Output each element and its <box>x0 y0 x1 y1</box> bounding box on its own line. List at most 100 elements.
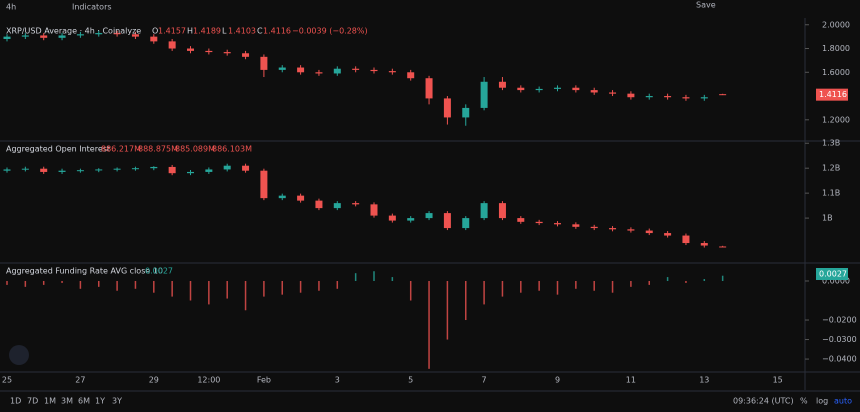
funding-bar <box>483 280 485 305</box>
candle-body <box>333 68 341 74</box>
funding-bar <box>666 277 669 281</box>
legend-key: L <box>222 27 227 36</box>
candle-body <box>150 36 158 42</box>
candle-body <box>535 221 543 224</box>
x-tick-label: 25 <box>2 376 12 385</box>
x-tick-label: 12:00 <box>197 376 220 385</box>
candle-body <box>260 170 268 199</box>
candle-body <box>168 166 176 174</box>
candle-body <box>297 67 305 73</box>
auto-toggle[interactable]: auto <box>834 397 852 406</box>
funding-bar <box>116 280 118 291</box>
range-button[interactable]: 1D <box>10 397 21 406</box>
legend-value: 886.103M <box>212 145 252 154</box>
candle-body <box>131 168 139 170</box>
candle-body <box>260 56 268 70</box>
candle-body <box>113 168 121 170</box>
indicators-button[interactable]: Indicators <box>72 3 112 12</box>
candle-body <box>76 34 84 36</box>
candle-body <box>370 204 378 216</box>
candle-body <box>187 171 194 174</box>
candle-body <box>645 96 653 98</box>
funding-badge <box>816 268 848 280</box>
candle-body <box>242 165 250 171</box>
legend-change: −0.0039 (−0.28%) <box>292 27 368 36</box>
x-tick-label: Feb <box>257 376 271 385</box>
x-tick-label: 15 <box>773 376 783 385</box>
candle-body <box>719 246 727 248</box>
y-tick-label: −0.0200 <box>822 316 857 325</box>
candle-body <box>700 97 708 99</box>
range-button[interactable]: 7D <box>27 397 38 406</box>
candle-body <box>480 203 488 219</box>
funding-bar <box>6 280 8 285</box>
funding-bar <box>465 280 467 321</box>
candle-body <box>278 67 286 70</box>
candle-body <box>682 97 690 99</box>
candle-body <box>407 218 415 221</box>
candle-body <box>95 33 103 35</box>
funding-bar <box>98 280 100 287</box>
funding-bar <box>42 280 45 285</box>
range-button[interactable]: 1Y <box>95 397 105 406</box>
candle-body <box>480 81 488 108</box>
candle-body <box>58 35 66 38</box>
candle-body <box>223 165 231 170</box>
pane-title: Aggregated Open Interest <box>6 145 110 154</box>
legend-value: 888.875M <box>138 145 178 154</box>
funding-bar <box>373 271 375 281</box>
funding-bar <box>281 280 283 295</box>
funding-bar <box>721 275 724 281</box>
candle-body <box>645 230 653 234</box>
legend-value: 886.217M <box>101 145 141 154</box>
range-button[interactable]: 3M <box>61 397 73 406</box>
save-button[interactable]: Save <box>696 1 716 10</box>
candle-body <box>425 213 433 219</box>
candle-body <box>168 41 176 49</box>
funding-bar <box>299 280 302 293</box>
range-button[interactable]: 3Y <box>112 397 122 406</box>
candle-body <box>278 195 286 199</box>
candle-body <box>150 166 158 169</box>
candle-body <box>388 71 396 73</box>
candle-body <box>352 68 360 70</box>
funding-bar <box>61 280 63 283</box>
legend-value: 1.4189 <box>193 27 221 36</box>
candle-body <box>498 81 506 88</box>
candle-body <box>113 33 121 35</box>
candle-body <box>223 52 231 54</box>
candle-body <box>462 107 470 118</box>
legend-value: 885.089M <box>175 145 215 154</box>
candle-body <box>58 170 66 172</box>
range-button[interactable]: 6M <box>78 397 90 406</box>
funding-bar <box>446 280 449 340</box>
x-tick-label: 29 <box>149 376 159 385</box>
funding-bar <box>538 280 540 291</box>
price-badge <box>816 88 848 101</box>
percent-toggle[interactable]: % <box>800 397 808 406</box>
candle-body <box>352 203 360 205</box>
range-button[interactable]: 1M <box>44 397 56 406</box>
funding-bar <box>556 280 559 295</box>
y-tick-label: −0.0300 <box>822 335 857 344</box>
funding-bar <box>244 280 247 311</box>
funding-bar <box>336 280 339 289</box>
y-tick-label: 1.8000 <box>822 44 850 53</box>
candle-body <box>609 92 617 94</box>
candle-body <box>517 218 525 222</box>
candle-body <box>609 228 617 230</box>
interval-button[interactable]: 4h <box>6 3 16 12</box>
funding-bar <box>24 280 27 287</box>
log-toggle[interactable]: log <box>816 397 828 406</box>
candle-body <box>40 168 48 172</box>
y-tick-label: 2.0000 <box>822 20 850 29</box>
legend-key: O <box>152 27 158 36</box>
candle-body <box>187 48 194 51</box>
candle-body <box>205 50 213 53</box>
candle-body <box>682 235 690 244</box>
funding-bar <box>428 280 430 369</box>
x-tick-label: 9 <box>555 376 560 385</box>
candle-body <box>95 169 103 171</box>
candle-body <box>370 69 378 72</box>
